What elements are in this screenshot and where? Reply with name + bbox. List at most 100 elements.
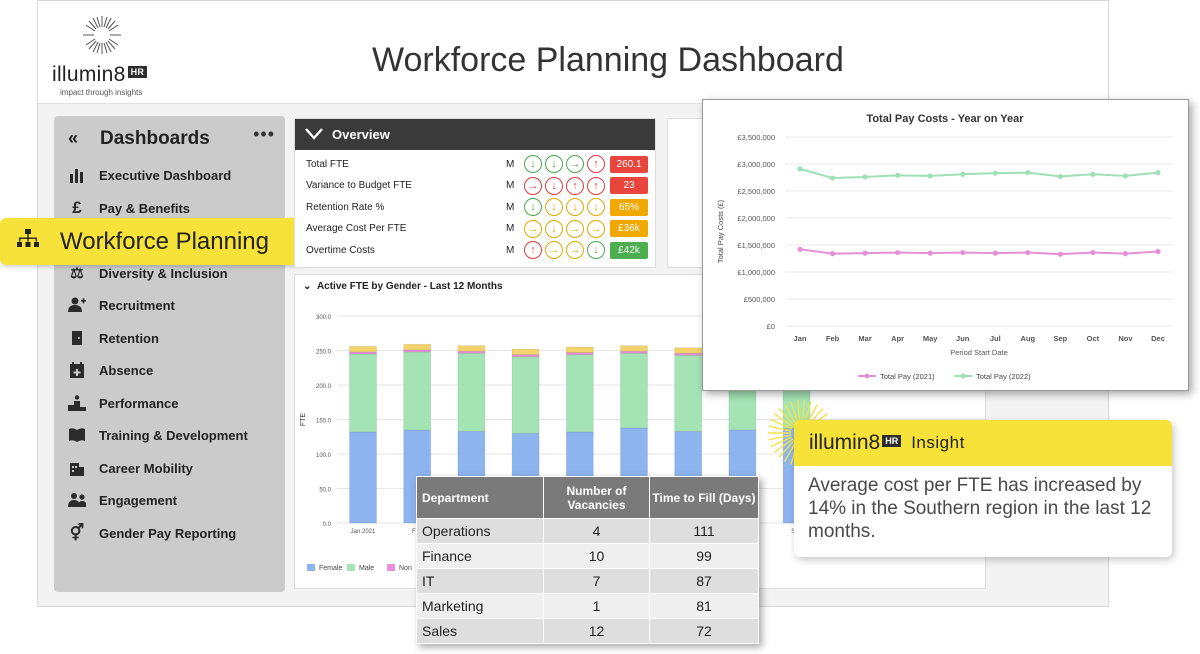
data-point[interactable] (1057, 251, 1063, 257)
metric-value-badge: £36k (610, 220, 648, 237)
bar-segment[interactable] (349, 431, 377, 524)
chart-title: Total Pay Costs - Year on Year (866, 113, 1024, 125)
x-tick-label: Jan 2021 (351, 529, 376, 535)
data-point[interactable] (1155, 248, 1161, 255)
data-point[interactable] (1122, 173, 1129, 179)
data-point[interactable] (797, 166, 803, 172)
bar-segment[interactable] (674, 347, 703, 354)
vacancies-cell: 10 (543, 543, 650, 569)
data-point[interactable] (797, 246, 803, 252)
data-point[interactable] (829, 251, 836, 257)
sidebar-item-pay-benefits[interactable]: £ Pay & Benefits (68, 197, 190, 219)
data-point[interactable] (895, 249, 901, 256)
bar-segment[interactable] (403, 343, 432, 351)
header: illumin8 HR impact through insights Workf… (38, 1, 1108, 104)
sidebar-item-diversity-inclusion[interactable]: ⚖ Diversity & Inclusion (68, 262, 228, 284)
table-header-department: Department (416, 476, 544, 519)
sidebar-item-executive-dashboard[interactable]: Executive Dashboard (68, 164, 231, 186)
bar-segment[interactable] (403, 351, 432, 431)
data-point[interactable] (960, 171, 966, 177)
sidebar-item-retention[interactable]: Retention (68, 327, 159, 349)
sidebar-item-label: Pay & Benefits (99, 200, 191, 216)
data-point[interactable] (829, 175, 836, 181)
sidebar-item-recruitment[interactable]: Recruitment (68, 294, 175, 316)
trend-arrow-icon: ↑ (566, 176, 584, 195)
data-point[interactable] (1090, 171, 1096, 177)
metric-value-badge: 65% (610, 198, 648, 216)
data-point[interactable] (1155, 170, 1161, 176)
y-axis-label: Total Pay Costs (£) (716, 199, 725, 263)
data-point[interactable] (895, 172, 901, 178)
y-tick-label: £2,500,000 (737, 187, 775, 196)
legend-swatch (347, 564, 355, 571)
pay-line-chart: Total Pay Costs - Year on Year £0 £500,000… (716, 113, 1173, 381)
metric-label: Total FTE (306, 158, 349, 170)
sidebar-item-training-development[interactable]: Training & Development (68, 424, 248, 446)
book-icon (68, 426, 86, 444)
sidebar-item-performance[interactable]: Performance (68, 392, 178, 414)
background-card (667, 118, 707, 268)
sidebar-item-engagement[interactable]: Engagement (68, 489, 177, 511)
overview-panel: Overview Total FTE M ↓ ↓ → ↑ 260.1 Variance to … (294, 118, 656, 268)
illumin8-logo: illumin8 HR impact through insights (52, 15, 182, 97)
time-to-fill-cell: 72 (649, 618, 759, 644)
logo-wordmark: illumin8 HR (52, 63, 148, 87)
more-options-button[interactable]: ••• (253, 124, 275, 144)
logo-tagline: impact through insights (60, 88, 143, 97)
data-point[interactable] (862, 250, 868, 256)
data-point[interactable] (1090, 249, 1096, 256)
sidebar-item-label: Diversity & Inclusion (99, 265, 228, 281)
insight-text: Average cost per FTE has increased by 14… (808, 475, 1152, 542)
data-point[interactable] (1025, 249, 1031, 256)
trend-arrow-icon: → (587, 219, 605, 238)
data-point[interactable] (1057, 173, 1063, 180)
sidebar-item-career-mobility[interactable]: Career Mobility (68, 457, 193, 479)
y-tick-label: £3,000,000 (737, 160, 775, 169)
data-point[interactable] (1122, 251, 1129, 257)
sidebar-item-absence[interactable]: Absence (68, 359, 153, 381)
metric-period: M (506, 180, 515, 191)
overview-header[interactable]: Overview (295, 119, 655, 150)
data-point[interactable] (992, 250, 998, 256)
data-point[interactable] (862, 174, 868, 180)
overview-row: Variance to Budget FTE M → ↓ ↑ ↑ 23 (306, 176, 651, 196)
bar-segment[interactable] (565, 346, 594, 354)
trend-arrow-icon: ↓ (545, 176, 563, 195)
x-axis-label: Period Start Date (950, 348, 1008, 357)
bar-segment[interactable] (349, 345, 377, 353)
data-point[interactable] (992, 170, 998, 176)
bar-segment[interactable] (565, 354, 594, 433)
overview-row: Overtime Costs M ↑ → → ↓ £42k (306, 240, 651, 260)
legend-label: Female (319, 565, 342, 572)
vacancies-cell: 4 (543, 518, 650, 544)
time-to-fill-cell: 81 (649, 593, 759, 619)
time-to-fill-cell: 111 (649, 518, 759, 544)
bar-segment[interactable] (511, 356, 540, 434)
trend-arrow-icon: ↓ (587, 198, 605, 216)
bar-segment[interactable] (457, 345, 486, 352)
overview-row: Total FTE M ↓ ↓ → ↑ 260.1 (306, 154, 651, 174)
bar-segment[interactable] (620, 352, 648, 429)
bar-segment[interactable] (457, 352, 486, 432)
table-row: Finance 10 99 (416, 543, 759, 569)
collapse-chevron-icon[interactable]: « (68, 128, 78, 148)
data-point[interactable] (1025, 170, 1031, 176)
data-point[interactable] (960, 249, 966, 256)
legend-marker (864, 373, 870, 379)
y-tick-label: 200.0 (316, 384, 332, 390)
data-point[interactable] (927, 173, 933, 179)
sidebar-item-workforce-planning[interactable]: Workforce Planning (0, 218, 306, 265)
sidebar-item-label: Retention (99, 330, 159, 346)
workforce-planning-label: Workforce Planning (60, 227, 269, 255)
time-to-fill-cell: 87 (649, 568, 759, 594)
data-point[interactable] (927, 250, 933, 256)
sidebar-item-label: Career Mobility (99, 460, 193, 476)
x-tick-label: Jul (990, 334, 1001, 343)
bar-segment[interactable] (674, 354, 703, 432)
sidebar-item-label: Training & Development (99, 427, 248, 443)
sidebar-item-gender-pay-reporting[interactable]: ⚥ Gender Pay Reporting (68, 522, 236, 544)
bar-segment[interactable] (511, 348, 540, 356)
y-tick-label: £1,500,000 (737, 241, 775, 250)
bar-segment[interactable] (349, 353, 377, 433)
bar-segment[interactable] (620, 345, 648, 352)
